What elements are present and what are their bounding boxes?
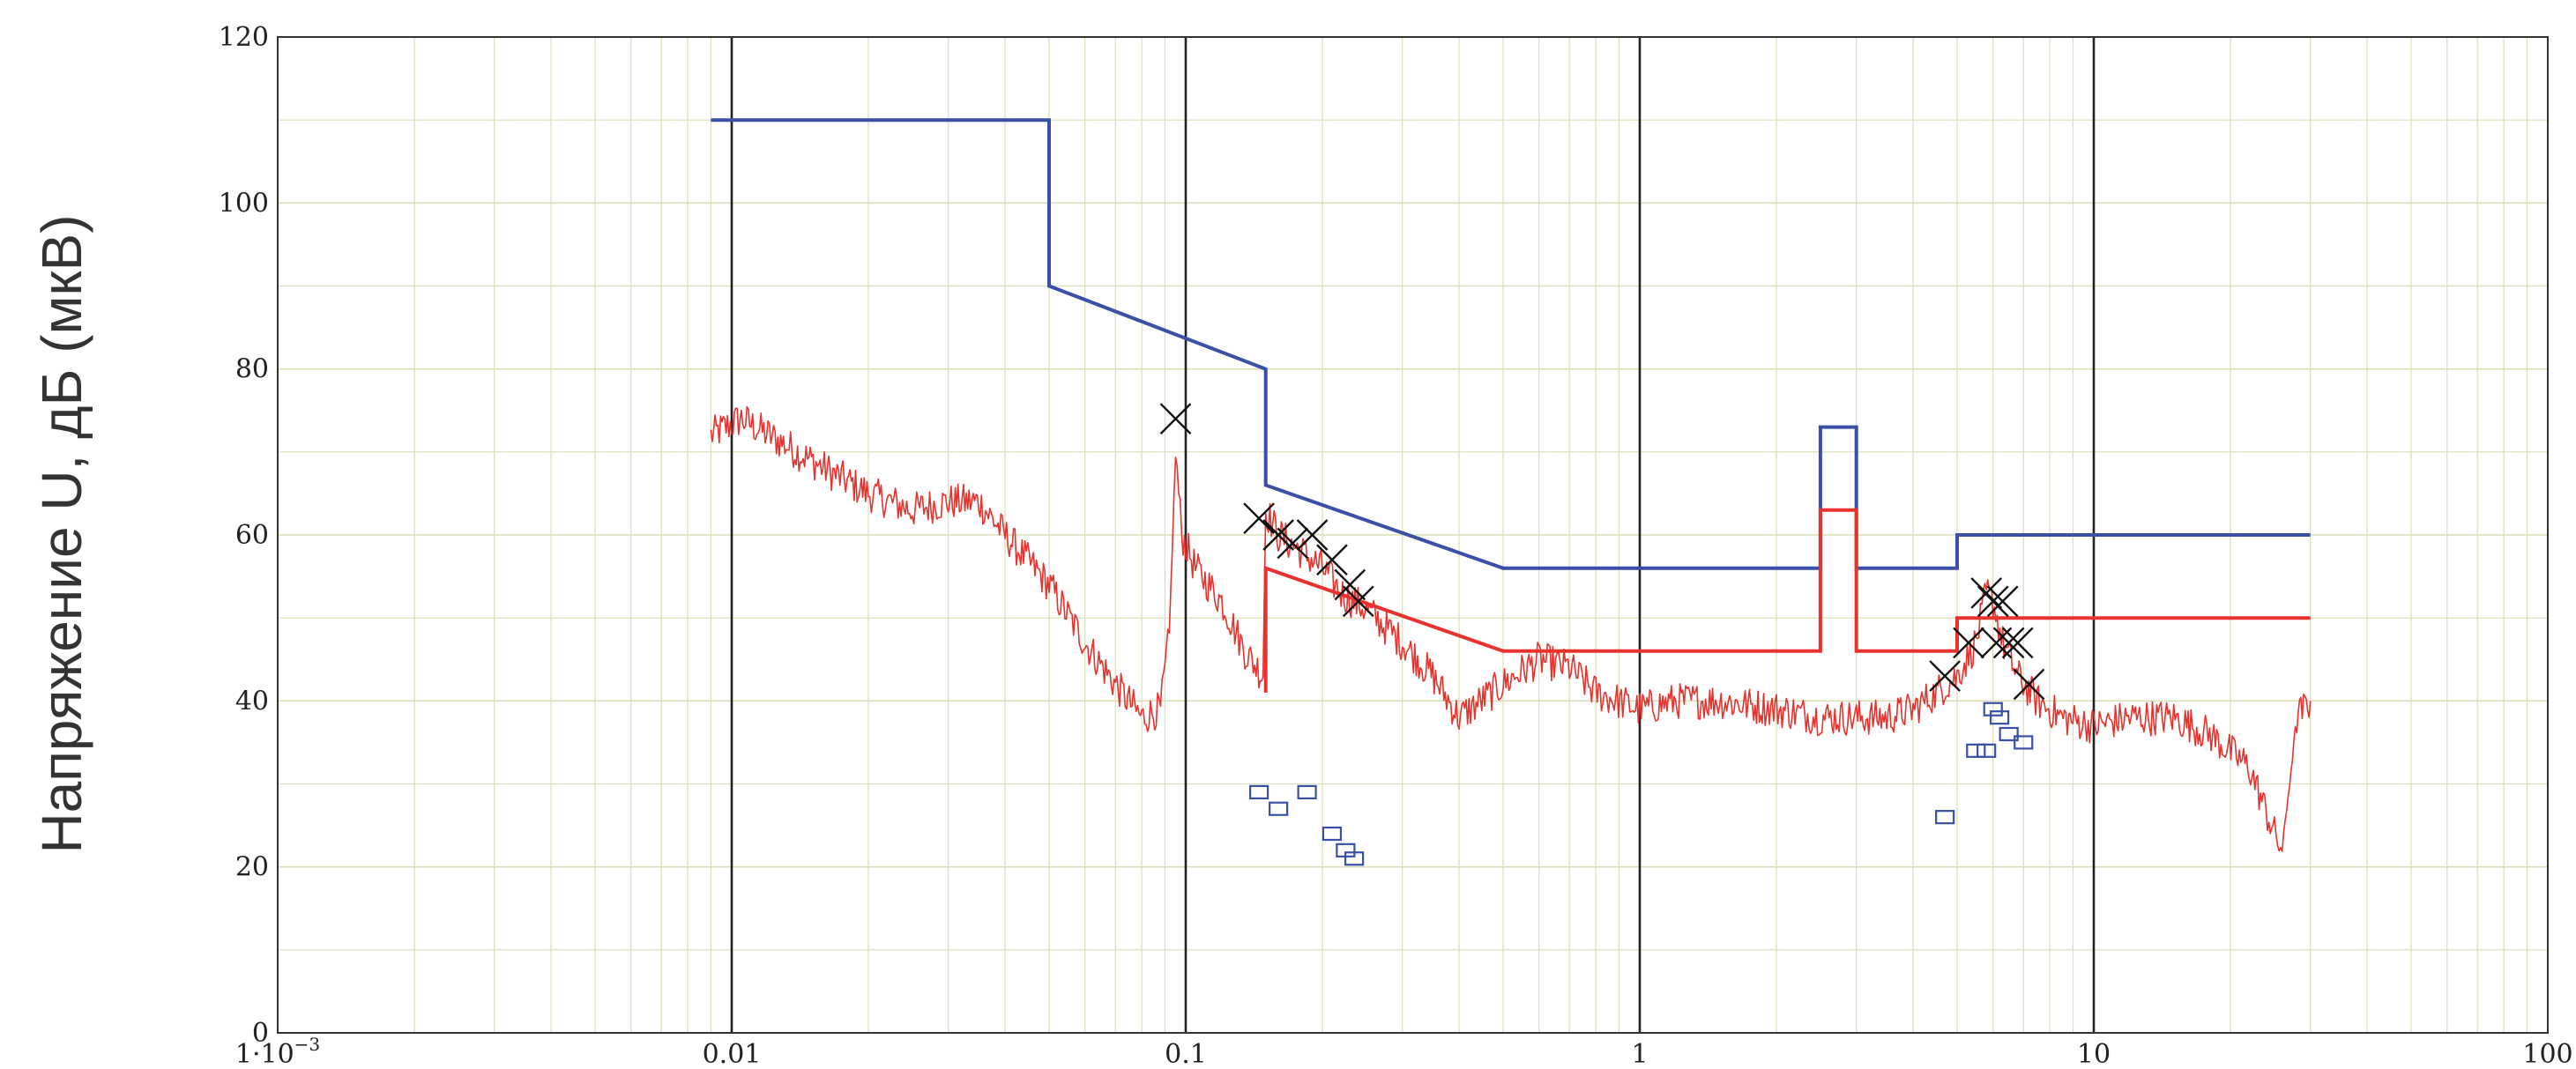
- x-tick-label: 0.01: [703, 1039, 762, 1069]
- cross-marker: [1262, 519, 1294, 551]
- cross-marker-stroke: [1992, 627, 2025, 659]
- cross-marker: [1296, 519, 1329, 551]
- y-tick-label: 100: [219, 188, 269, 219]
- cross-marker-stroke: [1953, 627, 1984, 659]
- y-tick-labels: 0 20 40 60 80 100 120: [219, 22, 269, 1049]
- cross-marker: [1977, 585, 2009, 618]
- cross-marker-stroke: [1316, 544, 1348, 576]
- series-limit_lower: [1263, 508, 2311, 693]
- y-tick-label: 120: [219, 22, 269, 53]
- y-axis-title: Напряжение U, дБ (мкВ): [30, 214, 93, 853]
- square-marker: [1989, 710, 2010, 725]
- y-tick-label: 80: [235, 354, 269, 385]
- cross-marker-stroke: [1243, 502, 1275, 535]
- x-tick-labels: 1·10−3 0.01 0.1 1 10 100: [235, 1034, 2573, 1069]
- cross-marker-stroke: [2013, 668, 2045, 701]
- square-marker: [1935, 810, 1955, 825]
- x-tick-label: 0.1: [1165, 1039, 1207, 1069]
- cross-marker: [2013, 668, 2045, 701]
- series-layer: [710, 118, 2312, 852]
- series-measured: [710, 405, 2312, 852]
- square-marker: [1297, 784, 1317, 800]
- square-marker: [1966, 743, 1986, 758]
- cross-marker: [1159, 403, 1192, 435]
- marker-layer: [1159, 403, 2045, 866]
- cross-marker-stroke: [1929, 660, 1961, 692]
- cross-marker-stroke: [1986, 585, 2019, 618]
- cross-marker: [1986, 585, 2019, 618]
- cross-marker: [1243, 502, 1275, 535]
- cross-marker: [1929, 660, 1961, 692]
- x-tick-label: 100: [2522, 1039, 2572, 1069]
- cross-marker: [1277, 527, 1309, 560]
- plot-frame: [277, 36, 2549, 1034]
- square-marker: [1999, 726, 2019, 742]
- series-limit_upper: [711, 118, 2311, 570]
- cross-marker: [1334, 568, 1366, 601]
- cross-marker-stroke: [2001, 627, 2034, 659]
- square-marker: [1983, 702, 2003, 716]
- cross-marker-stroke: [1334, 568, 1366, 601]
- y-tick-label: 0: [252, 1018, 269, 1049]
- y-tick-label: 60: [235, 520, 269, 551]
- cross-marker-stroke: [1970, 577, 2003, 609]
- x-tick-label: 1: [1631, 1039, 1648, 1069]
- cross-marker: [1970, 577, 2003, 609]
- cross-marker-stroke: [1977, 585, 2009, 618]
- cross-marker-stroke: [1342, 585, 1374, 618]
- cross-marker: [2001, 627, 2034, 659]
- square-marker: [1344, 851, 1365, 866]
- cross-marker-stroke: [1262, 519, 1294, 551]
- y-tick-label: 20: [235, 852, 269, 883]
- x-tick-label: 1·10−3: [235, 1034, 320, 1069]
- square-marker: [1249, 784, 1269, 800]
- cross-marker-stroke: [1296, 519, 1329, 551]
- cross-marker: [1992, 627, 2025, 659]
- cross-marker: [1342, 585, 1374, 618]
- square-marker: [1269, 801, 1289, 816]
- square-marker: [1977, 743, 1997, 758]
- cross-marker: [1953, 627, 1984, 659]
- square-marker: [1322, 826, 1343, 842]
- y-tick-label: 40: [235, 686, 269, 716]
- cross-marker-stroke: [1159, 403, 1192, 435]
- x-tick-label: 10: [2077, 1039, 2111, 1069]
- square-marker: [2014, 735, 2034, 750]
- cross-marker-stroke: [1277, 527, 1309, 560]
- x-tick-exponent: −3: [294, 1034, 320, 1055]
- cross-marker: [1316, 544, 1348, 576]
